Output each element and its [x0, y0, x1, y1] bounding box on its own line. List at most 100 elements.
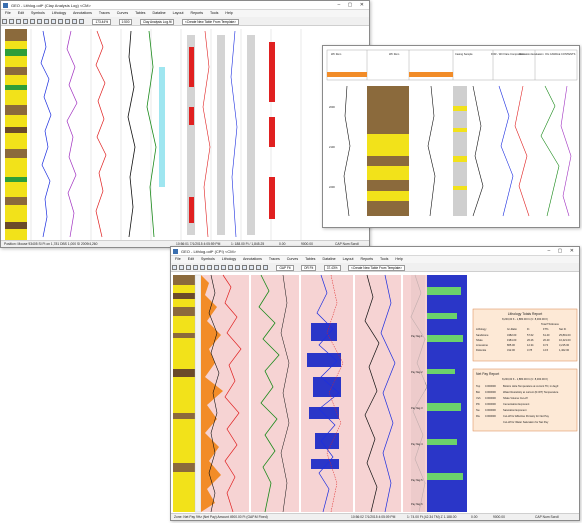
table-cell: 20.40: [543, 338, 550, 342]
menu-tools[interactable]: Tools: [380, 257, 389, 261]
table-cell: Water Resistivity at current (R-WT) Temp…: [503, 390, 559, 394]
menu-dataline[interactable]: Dataline: [152, 11, 166, 15]
menu-file[interactable]: File: [175, 257, 181, 261]
menu-layout[interactable]: Layout: [342, 257, 354, 261]
save-icon[interactable]: [186, 265, 191, 270]
menu-help[interactable]: Help: [225, 11, 233, 15]
table-cell: 26.26: [527, 338, 534, 342]
template-select[interactable]: GAP Fit: [276, 264, 294, 271]
table-cell: 0.000000: [485, 408, 496, 412]
menu-edit[interactable]: Edit: [17, 11, 24, 15]
report1-header-ftpct: FT%: [543, 327, 549, 331]
back-statusbar: Position: Mouse 93405 SI Ft on 1,781 DBS…: [1, 240, 369, 247]
table-cell: 3.78: [527, 348, 533, 352]
front-curve-blue-1: [316, 274, 340, 513]
back-gray-track-2: [217, 35, 225, 235]
zoom-select[interactable]: 37.43%: [323, 264, 341, 271]
print-icon[interactable]: [193, 265, 198, 270]
scale-select[interactable]: 1:500: [118, 18, 133, 25]
zoom-in-icon[interactable]: [228, 265, 233, 270]
menu-reports[interactable]: Reports: [360, 257, 374, 261]
zoom-in-icon[interactable]: [58, 19, 63, 24]
menu-file[interactable]: File: [5, 11, 11, 15]
pointer-icon[interactable]: [242, 265, 247, 270]
menu-traces[interactable]: Traces: [98, 11, 110, 15]
save-icon[interactable]: [16, 19, 21, 24]
pan-icon[interactable]: [249, 265, 254, 270]
zoom-out-icon[interactable]: [65, 19, 70, 24]
cut-icon[interactable]: [30, 19, 35, 24]
middle-col-header-5: Formation Evaluation: [519, 52, 544, 56]
zoom-out-icon[interactable]: [235, 265, 240, 270]
middle-striped-lithology: [453, 86, 467, 216]
back-log-canvas[interactable]: [1, 27, 369, 242]
window-controls[interactable]: – ▢ ✕: [547, 248, 577, 254]
menu-symbols[interactable]: Symbols: [201, 257, 215, 261]
window-controls[interactable]: – ▢ ✕: [337, 2, 367, 8]
menu-tables[interactable]: Tables: [135, 11, 146, 15]
ruler-icon[interactable]: [256, 265, 261, 270]
report2-subtitle: 8,200,00 ft - 1,880.00 Ft (C: 8,300.00 f…: [502, 377, 548, 381]
table-cell: 4.15: [543, 348, 549, 352]
lithology-totals-report[interactable]: Lithology Totals Report 8,200,00 ft - 1,…: [472, 308, 578, 362]
undo-icon[interactable]: [51, 19, 56, 24]
copy-icon[interactable]: [37, 19, 42, 24]
back-curve-black: [127, 30, 136, 238]
front-toolbar: GAP Fit OR Fit 37.43% <Create New Table …: [171, 263, 579, 272]
menu-symbols[interactable]: Symbols: [31, 11, 45, 15]
pay-flag-label-6: Pay flag 6: [411, 502, 423, 506]
table-template-select[interactable]: <Create New Table From Template>: [181, 18, 240, 25]
print-icon[interactable]: [23, 19, 28, 24]
menu-curves[interactable]: Curves: [116, 11, 129, 15]
new-icon[interactable]: [2, 19, 7, 24]
menu-dataline[interactable]: Dataline: [322, 257, 336, 261]
menu-curves[interactable]: Curves: [286, 257, 299, 261]
paste-icon[interactable]: [214, 265, 219, 270]
front-menubar: File Edit Symbols Lithology Annotations …: [171, 256, 579, 263]
table-cell: Bot: [476, 390, 480, 394]
menu-reports[interactable]: Reports: [190, 11, 204, 15]
report1-header-lithology: Lithology: [476, 327, 487, 331]
open-icon[interactable]: [9, 19, 14, 24]
open-icon[interactable]: [179, 265, 184, 270]
middle-curve-red: [514, 85, 530, 217]
copy-icon[interactable]: [207, 265, 212, 270]
template-select[interactable]: Clay Analysis Log.ftl: [139, 18, 175, 25]
zoom-select[interactable]: 173.44%: [92, 18, 112, 25]
paste-icon[interactable]: [44, 19, 49, 24]
grid-icon[interactable]: [263, 265, 268, 270]
pointer-icon[interactable]: [72, 19, 77, 24]
middle-depth-1: 2000: [329, 105, 335, 109]
middle-col-header-1: Wtr Rem: [331, 52, 341, 56]
table-cell: 0.000000: [485, 402, 496, 406]
middle-lithology-column: [367, 86, 409, 216]
menu-traces[interactable]: Traces: [268, 257, 280, 261]
menu-lithology[interactable]: Lithology: [51, 11, 67, 15]
menu-tables[interactable]: Tables: [305, 257, 316, 261]
front-window-titlebar[interactable]: GEO - Lithlog.odf* (CPI) <CM> – ▢ ✕: [171, 247, 579, 256]
new-icon[interactable]: [172, 265, 177, 270]
table-cell: Shale: [476, 338, 483, 342]
table-cell: Bottom Hole Temperature at current TD, i…: [503, 384, 559, 388]
menu-layout[interactable]: Layout: [172, 11, 184, 15]
middle-col-header-3: Casing Sample: [455, 52, 473, 56]
menu-lithology[interactable]: Lithology: [221, 257, 237, 261]
table-cell: Cut-off for Effective Porosity for Net P…: [503, 414, 550, 418]
cut-icon[interactable]: [200, 265, 205, 270]
menu-edit[interactable]: Edit: [187, 257, 194, 261]
app-icon: [3, 3, 8, 8]
back-window: GEO - Lithlog.odf* (Clay Analysis Log) <…: [0, 0, 370, 248]
scale-select[interactable]: OR Fit: [301, 264, 317, 271]
back-window-titlebar[interactable]: GEO - Lithlog.odf* (Clay Analysis Log) <…: [1, 1, 369, 10]
menu-annotations[interactable]: Annotations: [242, 257, 262, 261]
pan-icon[interactable]: [79, 19, 84, 24]
menu-tools[interactable]: Tools: [210, 11, 219, 15]
net-pay-report[interactable]: Net Pay Report 8,200,00 ft - 1,880.00 Ft…: [472, 368, 578, 432]
undo-icon[interactable]: [221, 265, 226, 270]
menu-help[interactable]: Help: [395, 257, 403, 261]
table-template-select[interactable]: <Create New Table From Template>: [347, 264, 406, 271]
table-cell: Saturation Exponent: [503, 408, 527, 412]
front-log-canvas[interactable]: Pay flag 1 Pay flag 2 Pay flag 3 Pay fla…: [171, 273, 579, 514]
menu-annotations[interactable]: Annotations: [72, 11, 92, 15]
table-cell: Limestone: [476, 343, 489, 347]
